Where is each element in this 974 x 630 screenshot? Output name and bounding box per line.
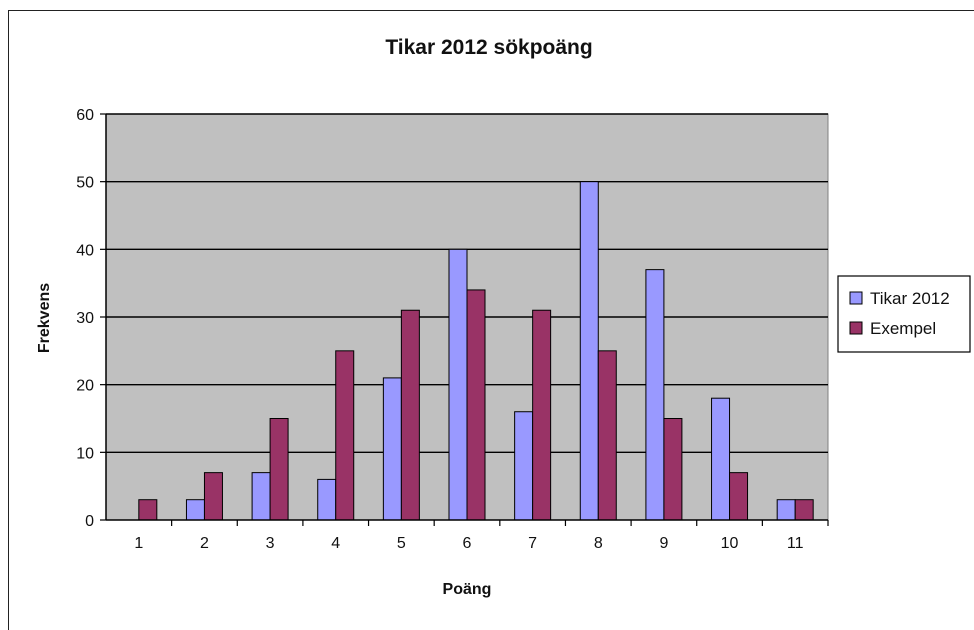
legend-label: Tikar 2012: [870, 289, 950, 308]
legend-box: [837, 275, 971, 353]
bar-exempel: [663, 418, 683, 521]
x-tick-label: 5: [397, 535, 406, 552]
bar-exempel: [203, 472, 223, 521]
chart-frame: [8, 10, 974, 630]
y-tick-label: 60: [76, 107, 94, 124]
x-tick-label: 8: [594, 535, 603, 552]
bar-exempel: [466, 289, 486, 521]
bar-exempel: [269, 418, 289, 521]
bar-tikar-2012: [645, 269, 665, 521]
x-axis-label: Poäng: [443, 581, 492, 598]
x-tick-label: 10: [721, 535, 739, 552]
bar-exempel: [138, 499, 158, 521]
bar-tikar-2012: [185, 499, 205, 521]
x-tick-label: 6: [463, 535, 472, 552]
y-tick-label: 40: [76, 242, 94, 259]
bar-tikar-2012: [711, 397, 731, 521]
bar-tikar-2012: [514, 411, 534, 521]
bar-exempel: [729, 472, 749, 521]
bar-exempel: [532, 309, 552, 521]
x-tick-label: 4: [331, 535, 340, 552]
bar-tikar-2012: [776, 499, 796, 521]
y-tick-label: 30: [76, 310, 94, 327]
bar-exempel: [794, 499, 814, 521]
bar-exempel: [400, 309, 420, 521]
x-tick-label: 3: [266, 535, 275, 552]
x-tick-label: 2: [200, 535, 209, 552]
bar-tikar-2012: [382, 377, 402, 521]
x-tick-label: 7: [528, 535, 537, 552]
y-tick-label: 10: [76, 445, 94, 462]
x-tick-label: 1: [134, 535, 143, 552]
x-tick-label: 9: [659, 535, 668, 552]
x-tick-label: 11: [787, 535, 804, 552]
y-tick-label: 0: [85, 513, 94, 530]
bar-tikar-2012: [579, 181, 599, 521]
y-tick-label: 20: [76, 378, 94, 395]
legend-label: Exempel: [870, 319, 936, 338]
bar-tikar-2012: [448, 248, 468, 521]
legend-swatch: [849, 321, 863, 335]
y-tick-label: 50: [76, 175, 94, 192]
bar-exempel: [335, 350, 355, 521]
y-axis-label: Frekvens: [36, 283, 53, 353]
chart-title: Tikar 2012 sökpoäng: [385, 36, 592, 59]
bar-exempel: [597, 350, 617, 521]
bar-tikar-2012: [317, 478, 337, 521]
bar-tikar-2012: [251, 472, 271, 521]
plot-area: 0 10 20 30 40 50 60 1 2 3 4 5 6 7 8 9 10 11: [76, 107, 829, 552]
legend: Tikar 2012 Exempel: [837, 275, 971, 353]
legend-swatch: [849, 291, 863, 305]
